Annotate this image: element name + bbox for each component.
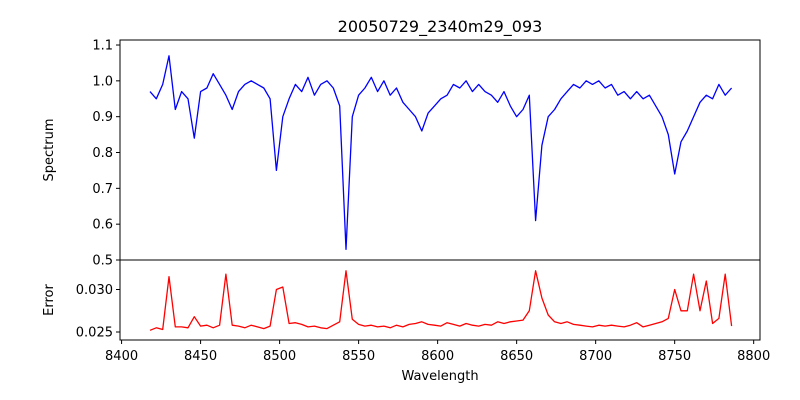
x-tick-label: 8650	[500, 349, 533, 364]
y-tick-label: 0.6	[92, 218, 113, 233]
y-axis-label-error: Error	[42, 284, 57, 316]
x-tick-label: 8400	[105, 349, 138, 364]
x-tick-label: 8800	[737, 349, 770, 364]
y-tick-label: 1.0	[92, 74, 113, 89]
y-tick-label: 0.9	[92, 110, 113, 125]
y-axis-label-spectrum: Spectrum	[42, 119, 57, 182]
x-tick-label: 8450	[184, 349, 217, 364]
x-tick-label: 8700	[579, 349, 612, 364]
x-tick-label: 8750	[658, 349, 691, 364]
y-tick-label: 0.030	[76, 283, 113, 298]
y-tick-label: 0.8	[92, 146, 113, 161]
x-axis-label: Wavelength	[401, 369, 478, 384]
series-line-error	[149, 270, 733, 331]
series-line-spectrum	[149, 55, 733, 250]
x-tick-label: 8500	[263, 349, 296, 364]
y-tick-label: 0.5	[92, 254, 113, 269]
axes-frame-1	[119, 259, 761, 341]
x-tick-label: 8600	[421, 349, 454, 364]
axes-frame-0	[119, 39, 761, 261]
x-tick-label: 8550	[342, 349, 375, 364]
y-tick-label: 0.7	[92, 182, 113, 197]
y-tick-label: 0.025	[76, 326, 113, 341]
chart-title: 20050729_2340m29_093	[338, 17, 543, 37]
y-tick-label: 1.1	[92, 39, 113, 54]
